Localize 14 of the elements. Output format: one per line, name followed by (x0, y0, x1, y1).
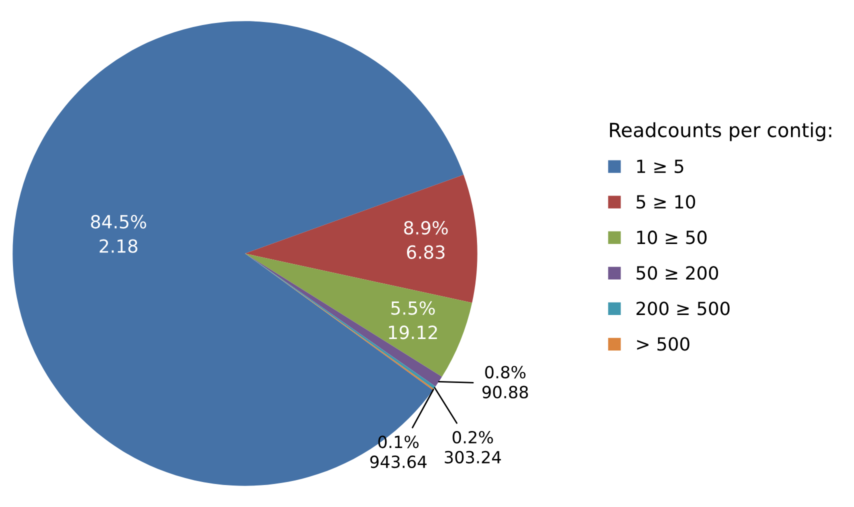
data-label: 5.5% 19.12 (389, 301, 437, 340)
data-label: 0.2% 303.24 (444, 430, 501, 464)
legend-label: 200 ≥ 500 (636, 302, 730, 316)
legend-label: 1 ≥ 5 (637, 160, 684, 174)
legend-label: 50 ≥ 200 (636, 266, 718, 280)
legend-label: 5 ≥ 10 (636, 195, 696, 209)
legend-title: Readcounts per contig: (610, 122, 832, 142)
data-label: 84.5% 2.18 (91, 214, 146, 253)
data-label: 8.9% 6.83 (404, 220, 448, 259)
data-label: 0.1% 943.64 (370, 436, 427, 468)
pie-slice (245, 174, 478, 303)
legend-label: > 500 (637, 337, 690, 351)
legend-label: 10 ≥ 50 (637, 230, 707, 244)
data-label: 0.8% 90.88 (482, 366, 528, 398)
